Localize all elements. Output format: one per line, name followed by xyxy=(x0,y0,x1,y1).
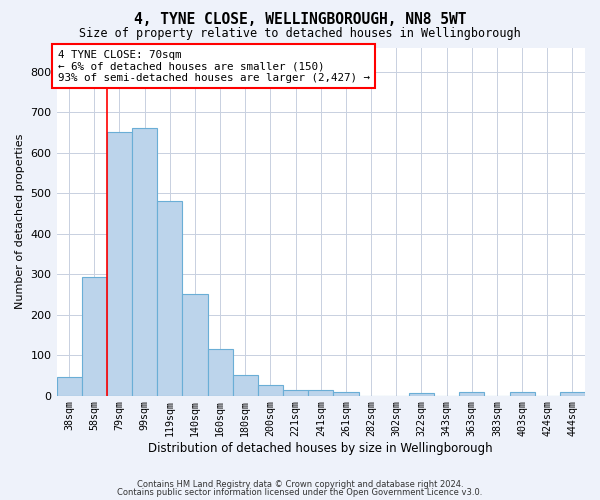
Text: 4, TYNE CLOSE, WELLINGBOROUGH, NN8 5WT: 4, TYNE CLOSE, WELLINGBOROUGH, NN8 5WT xyxy=(134,12,466,28)
Bar xyxy=(56,378,82,396)
X-axis label: Distribution of detached houses by size in Wellingborough: Distribution of detached houses by size … xyxy=(148,442,493,455)
Bar xyxy=(409,393,434,396)
Bar xyxy=(509,392,535,396)
Bar xyxy=(283,390,308,396)
Text: Contains public sector information licensed under the Open Government Licence v3: Contains public sector information licen… xyxy=(118,488,482,497)
Bar xyxy=(560,392,585,396)
Bar xyxy=(308,390,334,396)
Y-axis label: Number of detached properties: Number of detached properties xyxy=(15,134,25,309)
Bar xyxy=(157,202,182,396)
Bar xyxy=(208,349,233,396)
Text: Size of property relative to detached houses in Wellingborough: Size of property relative to detached ho… xyxy=(79,28,521,40)
Bar xyxy=(334,392,359,396)
Bar xyxy=(459,392,484,396)
Bar xyxy=(132,128,157,396)
Bar xyxy=(107,132,132,396)
Text: 4 TYNE CLOSE: 70sqm
← 6% of detached houses are smaller (150)
93% of semi-detach: 4 TYNE CLOSE: 70sqm ← 6% of detached hou… xyxy=(58,50,370,82)
Bar xyxy=(233,376,258,396)
Text: Contains HM Land Registry data © Crown copyright and database right 2024.: Contains HM Land Registry data © Crown c… xyxy=(137,480,463,489)
Bar xyxy=(182,294,208,396)
Bar xyxy=(82,277,107,396)
Bar xyxy=(258,386,283,396)
